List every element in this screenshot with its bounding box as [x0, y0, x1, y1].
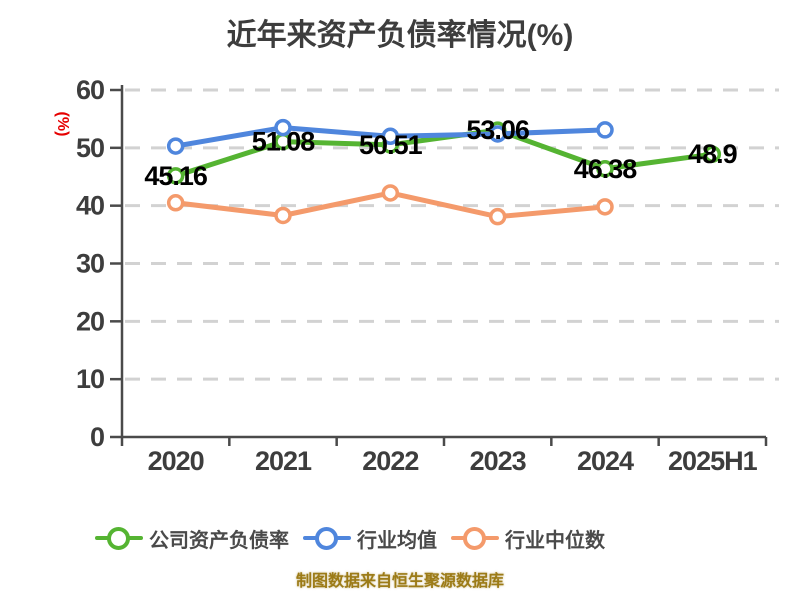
- industry-average-point: [488, 125, 507, 143]
- industry-median-point: [488, 207, 507, 226]
- company-debt-ratio-point: [596, 160, 614, 178]
- x-tick-label: 2021: [255, 446, 312, 476]
- company-debt-ratio-data-label: 53.06: [466, 115, 530, 145]
- industry-average-point: [381, 127, 400, 146]
- legend-marker: [95, 526, 143, 550]
- y-tick-label: 40: [76, 191, 104, 221]
- industry-average-point: [596, 121, 614, 139]
- company-debt-ratio-point: [703, 145, 722, 163]
- y-tick-label: 0: [90, 422, 104, 452]
- x-tick-label: 2020: [148, 446, 204, 476]
- industry-median-point: [381, 184, 400, 202]
- legend-label: 公司资产负债率: [149, 529, 289, 552]
- industry-average-point: [274, 118, 292, 137]
- circle-marker-icon: [315, 526, 338, 550]
- legend-marker: [451, 526, 499, 550]
- company-debt-ratio-data-label: 45.16: [144, 161, 208, 191]
- legend-item-company-debt-ratio: 公司资产负债率: [95, 524, 289, 553]
- x-tick-label: 2022: [362, 446, 418, 476]
- company-debt-ratio-data-label: 48.9: [688, 139, 738, 169]
- x-tick-label: 2023: [470, 446, 527, 476]
- industry-average-point: [166, 137, 185, 155]
- y-tick-label: 30: [76, 249, 104, 279]
- legend-item-industry-median: 行业中位数: [451, 524, 605, 553]
- legend-item-industry-average: 行业均值: [303, 524, 437, 553]
- company-debt-ratio-data-label: 51.08: [252, 127, 316, 157]
- x-tick-label: 2025H1: [668, 446, 758, 476]
- industry-median-point: [596, 198, 614, 216]
- legend-label: 行业中位数: [505, 529, 605, 552]
- y-tick-label: 60: [76, 75, 104, 105]
- company-debt-ratio-point: [166, 167, 185, 185]
- plot-area: 0 10 20 30 40 50 60 2020 2021 2022 2023 2024 2025H1 4…: [76, 75, 779, 476]
- company-debt-ratio-data-label: 46.38: [574, 154, 638, 184]
- company-debt-ratio-data-label: 50.51: [359, 130, 423, 160]
- industry-median-point: [274, 206, 292, 225]
- circle-marker-icon: [463, 526, 486, 550]
- y-tick-label: 20: [76, 306, 104, 336]
- data-source-note: 制图数据来自恒生聚源数据库: [295, 573, 504, 590]
- legend-marker: [303, 526, 351, 550]
- industry-median-point: [166, 194, 185, 212]
- chart-title: 近年来资产负债率情况(%): [226, 19, 574, 52]
- legend: 公司资产负债率 行业均值 行业中位数: [95, 524, 605, 552]
- y-tick-label: 10: [76, 364, 104, 394]
- legend-label: 行业均值: [357, 529, 437, 552]
- x-tick-label: 2024: [577, 446, 634, 476]
- y-tick-label: 50: [76, 133, 104, 163]
- circle-marker-icon: [107, 526, 130, 550]
